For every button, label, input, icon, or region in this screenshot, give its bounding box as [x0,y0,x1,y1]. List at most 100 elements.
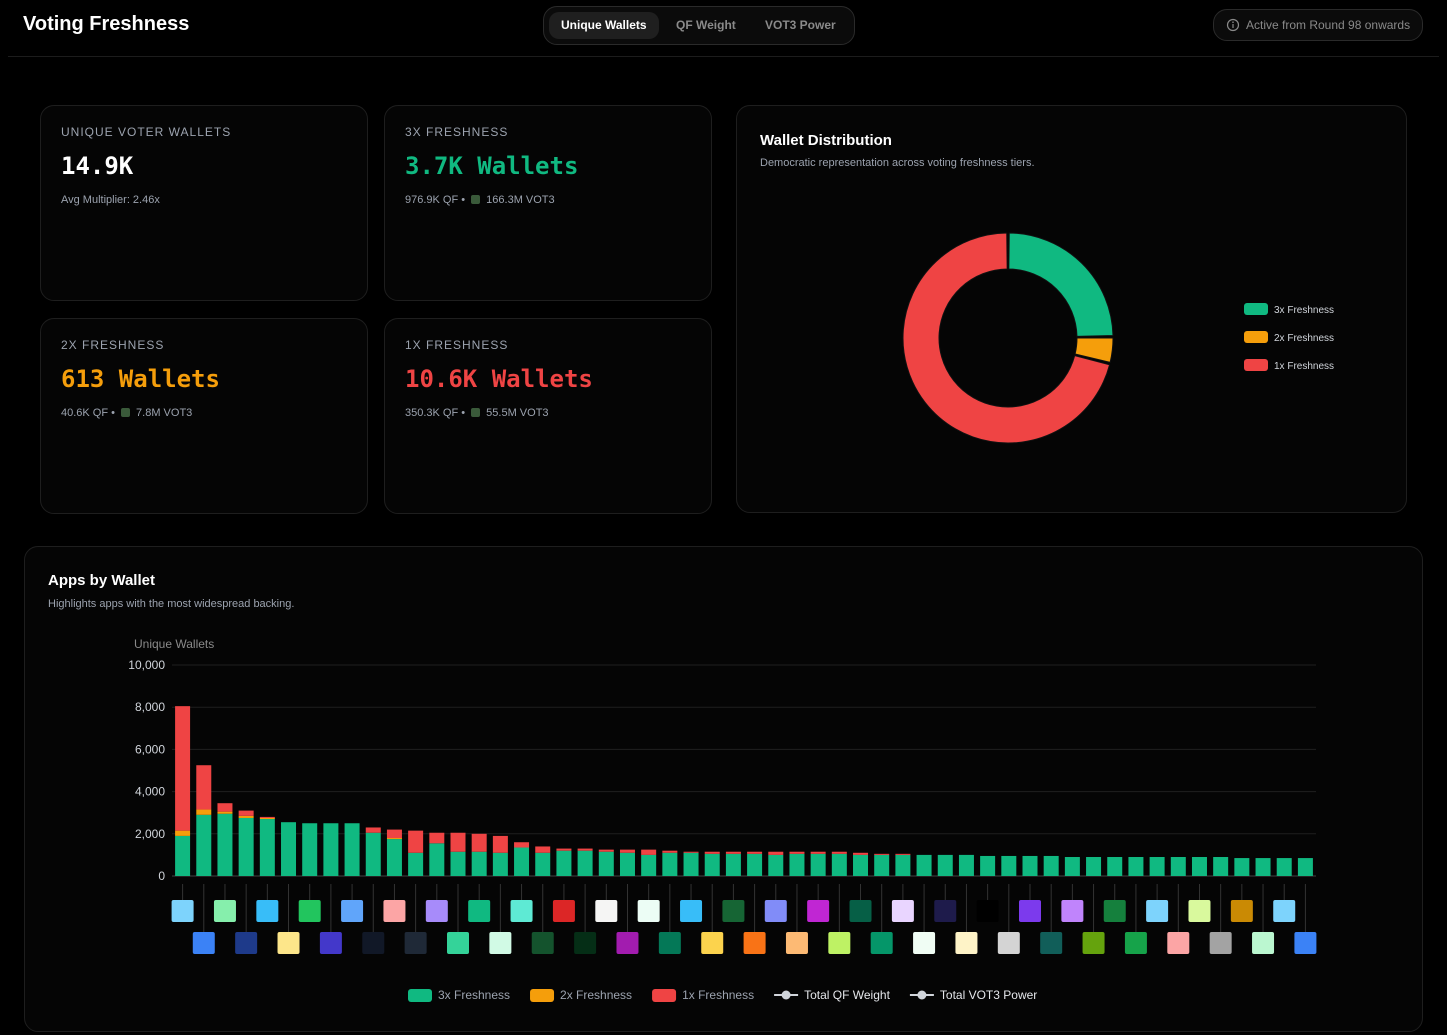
stat-label: 2X FRESHNESS [61,338,165,352]
bar-segment [598,849,614,852]
bar-segment [386,838,402,840]
bar-segment [598,851,614,876]
app-icon [1167,932,1190,954]
stat-sub-text: 976.9K QF [405,194,459,206]
app-icon [997,932,1020,954]
info-icon [1226,18,1240,32]
vot3-icon [471,408,481,417]
app-icon [1146,900,1169,922]
bar-segment [1191,857,1207,876]
app-icon [637,900,660,922]
bar-segment [789,853,805,876]
bar-segment [259,819,275,876]
bar-segment [683,852,699,876]
app-icon [913,932,936,954]
stat-value: 3.7K Wallets [405,152,579,180]
bar-segment [1255,858,1271,876]
tab[interactable]: VOT3 Power [765,18,836,32]
bar-segment [874,853,890,855]
bar-segment [768,851,784,855]
chart-subtitle: Democratic representation across voting … [760,157,1035,169]
separator: • [108,407,119,419]
stat-sub-text: 350.3K QF [405,407,459,419]
bar-segment [556,850,572,876]
bar-segment [196,765,212,810]
app-icon [1019,900,1041,922]
app-icon [1230,900,1253,922]
donut-slice [902,232,1111,444]
bar-segment [217,813,233,876]
app-icon [404,932,427,954]
y-axis-label: Unique Wallets [134,637,214,651]
app-icon [616,932,639,954]
bar-segment [895,854,911,876]
legend-swatch [1244,359,1268,371]
vot3-icon [121,408,131,417]
bar-segment [725,851,741,854]
stat-sub-text: 166.3M VOT3 [486,194,555,206]
bar-segment [874,854,890,876]
chart-title: Apps by Wallet [48,572,155,589]
stat-value: 14.9K [61,152,134,180]
legend-dot [781,990,791,1000]
bar-segment [980,855,996,876]
app-icon [1124,932,1147,954]
legend-label: 2x Freshness [1274,333,1334,344]
app-icon [1294,932,1317,954]
legend-label: 3x Freshness [1274,305,1334,316]
bar-segment [662,852,678,876]
bar-segment [196,809,212,815]
app-icon [680,900,703,922]
tab[interactable]: QF Weight [676,18,736,32]
app-icon [828,932,851,954]
bar-segment [1086,857,1102,876]
app-icon [1252,932,1275,954]
legend-swatch [1244,331,1268,343]
app-icon [171,900,194,922]
bar-segment [259,817,275,820]
bar-segment [429,843,445,876]
bar-card [24,546,1423,1032]
bar-segment [1022,855,1038,876]
app-icon [955,932,978,954]
app-icon [595,900,618,922]
legend-swatch [530,989,555,1002]
app-icon [1209,932,1232,954]
bar-segment [1001,855,1017,876]
bar-segment [471,833,487,852]
bar-segment [810,851,826,854]
bar-segment [1170,857,1186,876]
bar-segment [810,853,826,876]
y-tick-label: 8,000 [135,700,165,714]
bar-segment [641,854,657,876]
y-tick-label: 10,000 [128,658,165,672]
bar-segment [238,817,254,876]
app-icon [447,932,469,954]
bar-segment [895,853,911,855]
y-tick-label: 4,000 [135,785,165,799]
app-icon [722,900,745,922]
donut-slice [1074,337,1114,363]
bar-segment [535,852,551,876]
app-icon [934,900,957,922]
stat-sub: 40.6K QF • 7.8M VOT3 [61,407,192,419]
bar-segment [450,851,466,876]
bar-segment [471,851,487,876]
bar-segment [386,839,402,876]
legend-label: 1x Freshness [1274,361,1334,372]
app-icon [192,932,215,954]
stat-label: 3X FRESHNESS [405,125,509,139]
legend-dot [917,990,927,1000]
legend-label: Total VOT3 Power [940,988,1037,1002]
chart-subtitle: Highlights apps with the most widespread… [48,598,294,610]
bar-segment [386,829,402,839]
bar-segment [556,848,572,851]
bar-segment [619,849,635,853]
bar-segment [958,854,974,876]
bar-segment [492,835,508,853]
bar-segment [641,849,657,855]
bar-segment [217,803,233,812]
tab[interactable]: Unique Wallets [549,12,659,39]
